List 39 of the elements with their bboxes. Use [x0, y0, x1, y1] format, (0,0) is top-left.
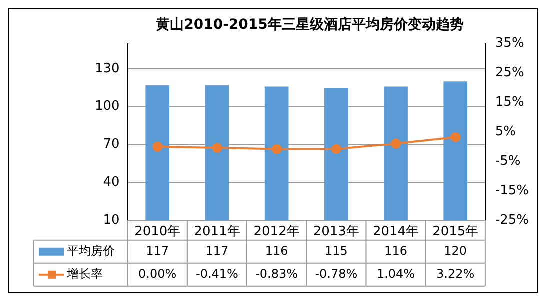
point	[450, 132, 461, 142]
y2-tick-label: 25%	[495, 66, 524, 81]
data-label: 120	[444, 244, 468, 258]
y2-tick-label: -25%	[495, 212, 530, 228]
x-tick-label: 2015年	[432, 224, 479, 240]
y-tick-label: 10	[103, 212, 120, 228]
data-label: 3.22%	[436, 267, 475, 282]
data-label: 117	[146, 244, 170, 258]
data-label: -0.83%	[256, 267, 298, 282]
y2-tick-label: 35%	[495, 36, 524, 52]
data-label: 116	[265, 244, 288, 258]
legend-label: 平均房价	[67, 244, 115, 258]
chart-title: 黄山2010-2015年三星级酒店平均房价变动趋势	[155, 16, 464, 34]
data-label: 1.04%	[376, 267, 416, 282]
x-tick-label: 2012年	[254, 224, 300, 240]
x-tick-label: 2013年	[313, 224, 360, 240]
data-label: 0.00%	[138, 267, 177, 282]
point	[272, 144, 282, 154]
data-label: 117	[206, 244, 229, 258]
y-tick-label: 100	[94, 99, 120, 114]
y2-tick-label: 15%	[495, 95, 524, 110]
data-label: -0.78%	[315, 267, 358, 282]
point	[212, 143, 222, 154]
y2-tick-label: -15%	[495, 183, 530, 198]
y-tick-label: 70	[103, 137, 120, 152]
x-tick-label: 2014年	[372, 224, 420, 240]
legend-label: 增长率	[66, 267, 103, 282]
data-label: 115	[324, 244, 348, 258]
x-tick-label: 2010年	[134, 224, 181, 240]
data-label: 116	[384, 244, 408, 258]
point	[391, 138, 402, 149]
y2-tick-label: -5%	[495, 154, 521, 169]
data-label: -0.41%	[196, 267, 238, 282]
point	[152, 142, 163, 152]
point	[331, 144, 342, 154]
y2-tick-label: 5%	[495, 124, 516, 140]
y-tick-label: 40	[103, 174, 120, 190]
y-tick-label: 130	[94, 61, 120, 76]
x-tick-label: 2011年	[194, 224, 240, 240]
